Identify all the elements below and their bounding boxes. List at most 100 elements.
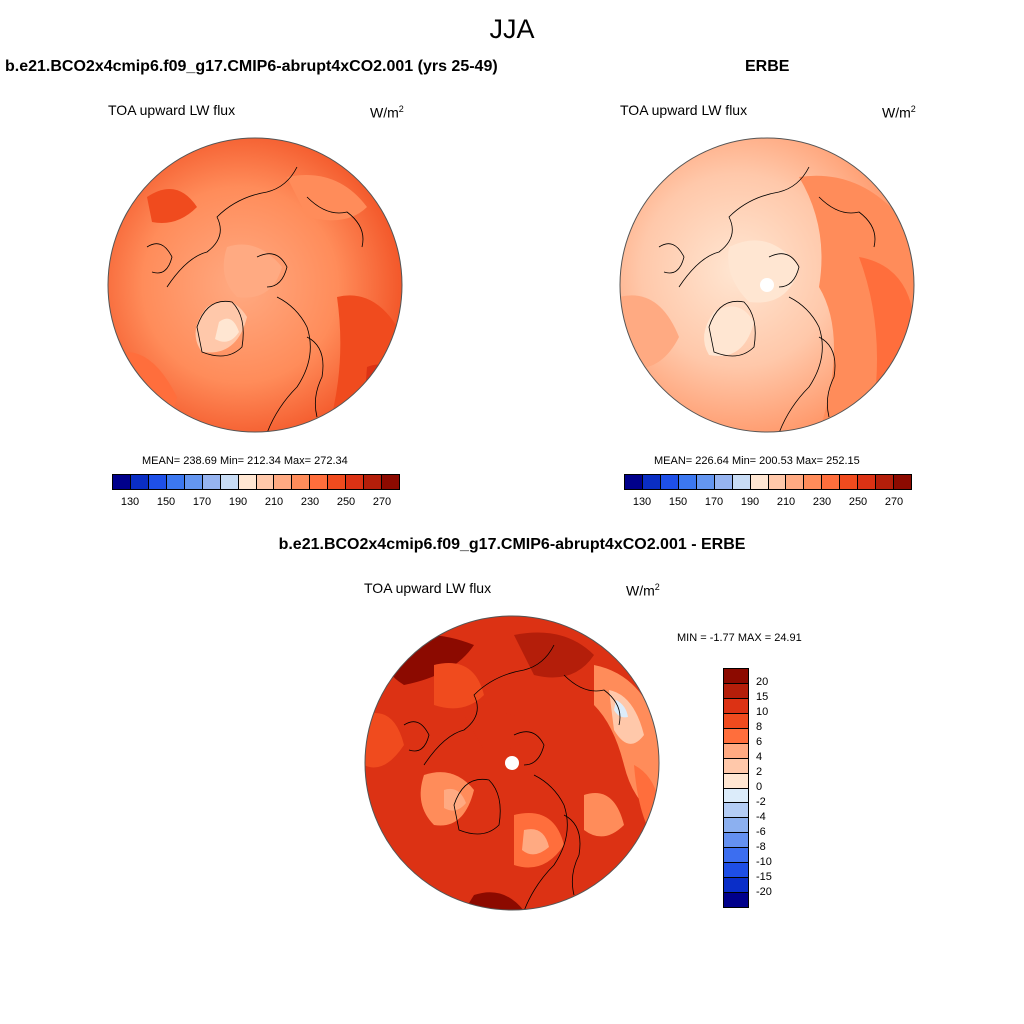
colorbar-swatch	[238, 475, 257, 489]
panel-2-colorbar-ticks: 130 150 170 190 210 230 250 270	[624, 496, 912, 510]
panel-1-case-title: b.e21.BCO2x4cmip6.f09_g17.CMIP6-abrupt4x…	[5, 58, 498, 75]
panel-2-case-title: ERBE	[745, 58, 790, 75]
colorbar-tick-label: 250	[848, 496, 868, 508]
colorbar-swatch	[696, 475, 715, 489]
colorbar-swatch	[184, 475, 203, 489]
colorbar-swatch	[310, 475, 329, 489]
colorbar-swatch	[148, 475, 167, 489]
colorbar-swatch	[130, 475, 149, 489]
colorbar-swatch	[202, 475, 221, 489]
colorbar-tick-label: -20	[756, 886, 772, 898]
colorbar-swatch	[840, 475, 859, 489]
diff-colorbar	[723, 668, 749, 908]
colorbar-swatch	[714, 475, 733, 489]
panel-2-colorbar	[624, 474, 912, 490]
colorbar-tick-label: -10	[756, 856, 772, 868]
panel-1-colorbar	[112, 474, 400, 490]
colorbar-tick-label: 230	[300, 496, 320, 508]
panel-1-colorbar-ticks: 130 150 170 190 210 230 250 270	[112, 496, 400, 510]
colorbar-tick-label: -4	[756, 811, 766, 823]
colorbar-swatch	[724, 803, 748, 819]
colorbar-swatch	[768, 475, 787, 489]
colorbar-swatch	[382, 475, 399, 489]
colorbar-swatch	[724, 788, 748, 804]
panel-2-stats: MEAN= 226.64 Min= 200.53 Max= 252.15	[654, 455, 860, 467]
colorbar-swatch	[724, 773, 748, 789]
colorbar-swatch	[750, 475, 769, 489]
colorbar-swatch	[724, 848, 748, 864]
colorbar-tick-label: 20	[756, 676, 769, 688]
colorbar-tick-label: 270	[372, 496, 392, 508]
colorbar-swatch	[292, 475, 311, 489]
colorbar-swatch	[894, 475, 911, 489]
colorbar-tick-label: 10	[756, 706, 769, 718]
colorbar-tick-label: -6	[756, 826, 766, 838]
colorbar-tick-label: 150	[156, 496, 176, 508]
colorbar-tick-label: 170	[704, 496, 724, 508]
colorbar-tick-label: 2	[756, 766, 763, 778]
colorbar-tick-label: 6	[756, 736, 763, 748]
colorbar-swatch	[822, 475, 841, 489]
colorbar-swatch	[346, 475, 365, 489]
colorbar-tick-label: 130	[632, 496, 652, 508]
colorbar-tick-label: 210	[264, 496, 284, 508]
diff-case-title: b.e21.BCO2x4cmip6.f09_g17.CMIP6-abrupt4x…	[278, 536, 746, 553]
colorbar-tick-label: -8	[756, 841, 766, 853]
colorbar-swatch	[804, 475, 823, 489]
colorbar-tick-label: 15	[756, 691, 769, 703]
page-title: JJA	[489, 14, 535, 44]
panel-2-polar-map	[619, 137, 915, 433]
colorbar-swatch	[732, 475, 751, 489]
colorbar-swatch	[660, 475, 679, 489]
colorbar-swatch	[724, 833, 748, 849]
colorbar-swatch	[724, 893, 748, 907]
colorbar-swatch	[256, 475, 275, 489]
colorbar-swatch	[724, 683, 748, 699]
colorbar-swatch	[724, 669, 748, 684]
colorbar-swatch	[724, 863, 748, 879]
colorbar-swatch	[328, 475, 347, 489]
diff-stats: MIN = -1.77 MAX = 24.91	[677, 632, 802, 644]
colorbar-tick-label: 210	[776, 496, 796, 508]
colorbar-swatch	[678, 475, 697, 489]
colorbar-swatch	[113, 475, 131, 489]
colorbar-swatch	[724, 758, 748, 774]
colorbar-swatch	[724, 728, 748, 744]
colorbar-tick-label: 130	[120, 496, 140, 508]
colorbar-tick-label: 0	[756, 781, 763, 793]
colorbar-swatch	[724, 878, 748, 894]
colorbar-tick-label: 170	[192, 496, 212, 508]
colorbar-tick-label: 8	[756, 721, 763, 733]
colorbar-tick-label: 150	[668, 496, 688, 508]
colorbar-swatch	[786, 475, 805, 489]
colorbar-swatch	[220, 475, 239, 489]
colorbar-swatch	[724, 713, 748, 729]
colorbar-tick-label: 190	[228, 496, 248, 508]
panel-1-polar-map	[107, 137, 403, 433]
colorbar-swatch	[274, 475, 293, 489]
colorbar-swatch	[166, 475, 185, 489]
colorbar-tick-label: 230	[812, 496, 832, 508]
diff-field-label: TOA upward LW flux	[364, 580, 492, 596]
colorbar-tick-label: 270	[884, 496, 904, 508]
colorbar-tick-label: 250	[336, 496, 356, 508]
colorbar-swatch	[876, 475, 895, 489]
colorbar-swatch	[724, 698, 748, 714]
colorbar-swatch	[858, 475, 877, 489]
colorbar-swatch	[724, 743, 748, 759]
panel-2-units: W/m2	[882, 104, 916, 121]
colorbar-tick-label: 190	[740, 496, 760, 508]
panel-2-field-label: TOA upward LW flux	[620, 102, 748, 118]
diff-units: W/m2	[626, 582, 660, 599]
colorbar-tick-label: 4	[756, 751, 763, 763]
panel-1-units: W/m2	[370, 104, 404, 121]
colorbar-swatch	[642, 475, 661, 489]
colorbar-tick-label: -15	[756, 871, 772, 883]
colorbar-swatch	[364, 475, 383, 489]
colorbar-swatch	[625, 475, 643, 489]
panel-1-field-label: TOA upward LW flux	[108, 102, 236, 118]
colorbar-swatch	[724, 818, 748, 834]
diff-polar-map	[364, 615, 660, 911]
panel-1-stats: MEAN= 238.69 Min= 212.34 Max= 272.34	[142, 455, 348, 467]
colorbar-tick-label: -2	[756, 796, 766, 808]
